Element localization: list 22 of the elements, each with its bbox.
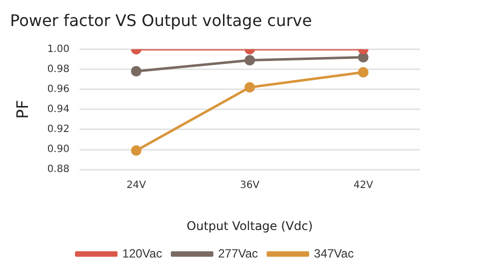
chart-title: Power factor VS Output voltage curve [10,10,312,30]
point [244,82,255,93]
point [130,145,142,156]
y-tick-label: 0.98 [47,64,70,75]
y-tick-label: 0.94 [47,104,70,115]
y-axis-title: PF [12,100,32,119]
point [130,66,142,77]
x-axis-title: Output Voltage (Vdc) [186,218,313,233]
x-tick-label: 36V [240,180,260,192]
point [244,54,255,66]
y-tick-label: 0.88 [47,164,70,176]
y-tick-label: 1.00 [47,44,70,55]
x-tick-label: 42V [353,180,374,192]
x-tick-label: 24V [126,180,146,192]
y-tick-label: 0.96 [47,84,70,95]
y-tick-label: 0.92 [47,124,70,136]
legend-label: 277Vac [218,246,258,260]
y-tick-label: 0.90 [47,144,70,156]
point [358,52,368,62]
legend-label: 347Vac [314,246,354,260]
point [358,67,368,78]
legend-label: 120Vac [122,246,162,260]
